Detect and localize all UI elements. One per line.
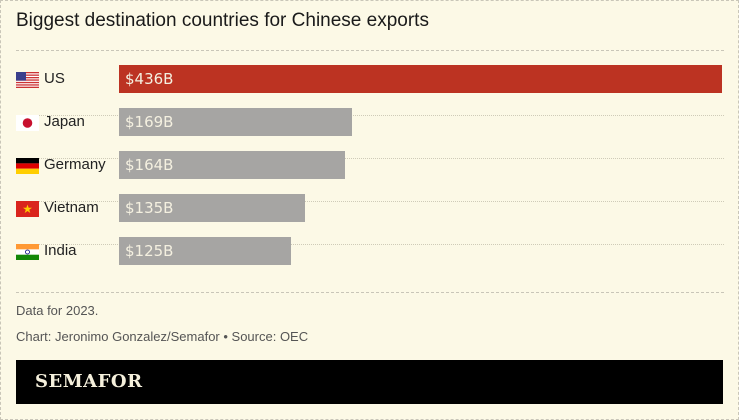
- row-divider: [16, 201, 724, 202]
- data-note: Data for 2023.: [16, 303, 99, 318]
- us-flag-icon: [16, 72, 39, 88]
- row-divider: [16, 244, 724, 245]
- chart-title: Biggest destination countries for Chines…: [16, 10, 429, 31]
- vietnam-flag-icon: [16, 201, 39, 217]
- credit-line: Chart: Jeronimo Gonzalez/Semafor • Sourc…: [16, 329, 309, 344]
- country-label: India: [44, 242, 77, 259]
- notes-divider: [16, 292, 724, 293]
- country-label: Japan: [44, 113, 85, 130]
- country-label: Germany: [44, 156, 106, 173]
- bar-value-label: $164B: [125, 156, 174, 174]
- bar-germany: $164B: [119, 151, 345, 179]
- bar-india: $125B: [119, 237, 291, 265]
- india-flag-icon: [16, 244, 39, 260]
- title-divider: [16, 50, 724, 51]
- germany-flag-icon: [16, 158, 39, 174]
- japan-flag-icon: [16, 115, 39, 131]
- country-label: US: [44, 70, 65, 87]
- bar-value-label: $125B: [125, 242, 174, 260]
- bar-value-label: $135B: [125, 199, 174, 217]
- bar-row-vietnam: Vietnam $135B: [16, 194, 724, 245]
- country-label: Vietnam: [44, 199, 99, 216]
- bar-us: $436B: [119, 65, 722, 93]
- bar-value-label: $169B: [125, 113, 174, 131]
- bar-row-germany: Germany $164B: [16, 151, 724, 202]
- bar-value-label: $436B: [125, 70, 174, 88]
- brand-logo: SEMAFOR: [35, 371, 143, 392]
- brand-footer: SEMAFOR: [16, 360, 723, 404]
- bar-row-india: India $125B: [16, 237, 724, 280]
- bar-row-japan: Japan $169B: [16, 108, 724, 159]
- row-divider: [16, 115, 724, 116]
- bar-row-us: US $436B: [16, 65, 724, 116]
- bar-vietnam: $135B: [119, 194, 305, 222]
- row-divider: [16, 158, 724, 159]
- bar-japan: $169B: [119, 108, 352, 136]
